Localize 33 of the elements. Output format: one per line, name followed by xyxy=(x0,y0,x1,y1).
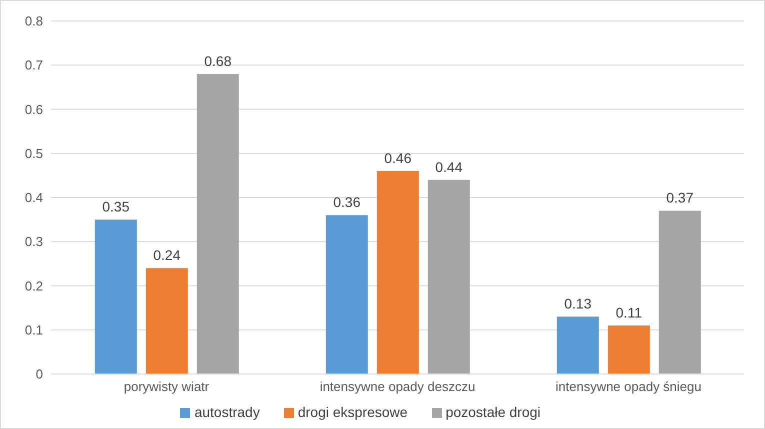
bar xyxy=(376,171,419,374)
y-tick-label: 0.7 xyxy=(24,58,43,73)
data-label: 0.37 xyxy=(666,190,694,206)
y-tick-label: 0.8 xyxy=(24,14,43,29)
y-tick-label: 0.3 xyxy=(24,234,43,250)
y-tick-label: 0.5 xyxy=(24,146,43,161)
bar xyxy=(556,316,599,374)
data-label: 0.36 xyxy=(333,194,361,210)
bar xyxy=(658,210,701,374)
bar xyxy=(146,268,188,374)
data-label: 0.24 xyxy=(153,247,181,264)
legend-label: drogi ekspresowe xyxy=(298,404,408,420)
y-tick-label: 0.2 xyxy=(24,278,43,294)
x-tick-label: intensywne opady deszczu xyxy=(320,379,476,394)
y-tick-label: 0.6 xyxy=(24,102,43,117)
legend-label: pozostałe drogi xyxy=(446,404,541,420)
bar xyxy=(94,220,137,374)
bar xyxy=(428,180,470,374)
data-label: 0.11 xyxy=(616,304,642,320)
y-tick-label: 0.4 xyxy=(24,190,43,206)
data-label: 0.35 xyxy=(102,198,130,215)
bar xyxy=(608,325,650,374)
legend-label: autostrady xyxy=(194,404,260,420)
y-tick-label: 0 xyxy=(36,366,43,382)
data-label: 0.46 xyxy=(384,150,412,166)
bar xyxy=(326,215,368,374)
data-label: 0.44 xyxy=(435,158,463,175)
x-tick-label: intensywne opady śniegu xyxy=(556,379,702,394)
x-tick-label: porywisty wiatr xyxy=(124,379,210,394)
bar xyxy=(196,74,239,374)
data-label: 0.13 xyxy=(564,296,592,312)
data-label: 0.68 xyxy=(204,52,232,69)
y-tick-label: 0.1 xyxy=(24,322,43,338)
